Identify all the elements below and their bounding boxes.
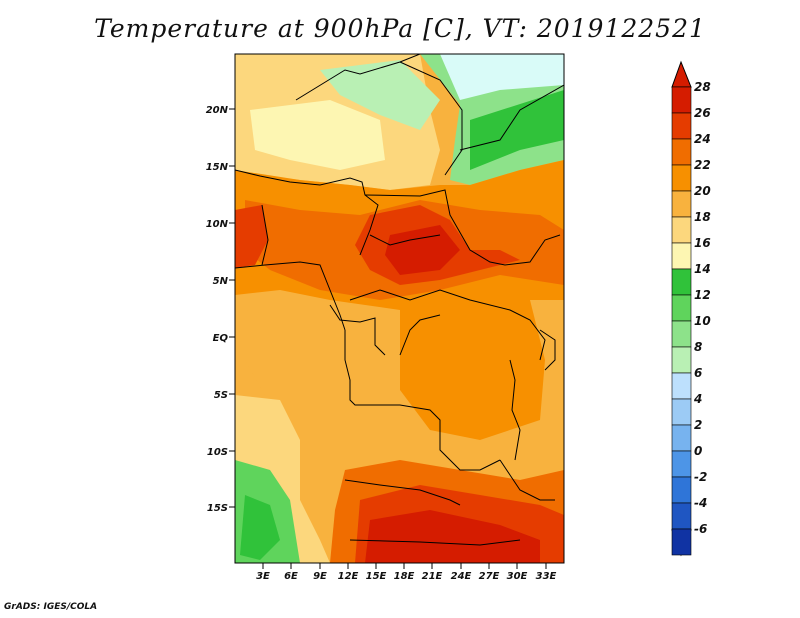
colorbar-label: 10 — [694, 314, 711, 328]
colorbar-segment — [671, 372, 692, 400]
colorbar-label: 26 — [694, 106, 711, 120]
colorbar-segment — [671, 528, 692, 556]
colorbar-label: 8 — [694, 340, 702, 354]
colorbar-label: 20 — [694, 184, 711, 198]
colorbar-label: 4 — [693, 392, 702, 406]
lat-label: 5N — [213, 276, 229, 287]
lon-label: 9E — [313, 571, 327, 582]
colorbar-segment — [671, 398, 692, 426]
colorbar-segment — [671, 346, 692, 374]
colorbar-segment — [671, 86, 692, 114]
lat-label: 5S — [214, 390, 228, 401]
colorbar-segment — [671, 112, 692, 140]
lat-label: 20N — [206, 105, 229, 116]
map-title: Temperature at 900hPa [C], VT: 201912252… — [94, 14, 706, 43]
colorbar-label: 2 — [694, 418, 702, 432]
lat-label: 15N — [206, 162, 229, 173]
colorbar: 28 26 24 22 20 18 16 14 12 10 8 6 4 2 0 … — [671, 60, 711, 557]
colorbar-label: 22 — [694, 158, 711, 172]
lon-label: 27E — [479, 571, 500, 582]
colorbar-segment — [671, 190, 692, 218]
grads-credit: GrADS: IGES/COLA — [4, 602, 98, 612]
lon-label: 24E — [451, 571, 472, 582]
lat-label: 10N — [206, 219, 229, 230]
colorbar-label: 14 — [694, 262, 711, 276]
colorbar-segment — [671, 268, 692, 296]
lat-axis: 20N 15N 10N 5N EQ 5S 10S 15S — [206, 105, 235, 514]
colorbar-label: -2 — [694, 470, 707, 484]
lat-label: 15S — [207, 503, 228, 514]
colorbar-segment — [671, 294, 692, 322]
colorbar-label: 18 — [694, 210, 711, 224]
colorbar-label: 0 — [694, 444, 702, 458]
lon-axis: 3E 6E 9E 12E 15E 18E 21E 24E 27E 30E 33E — [256, 563, 557, 582]
colorbar-segment — [671, 242, 692, 270]
colorbar-label: 12 — [694, 288, 711, 302]
lon-label: 6E — [284, 571, 298, 582]
colorbar-segment — [671, 164, 692, 192]
temperature-field — [235, 54, 564, 563]
lon-label: 3E — [256, 571, 270, 582]
lon-label: 15E — [366, 571, 387, 582]
lon-label: 21E — [422, 571, 443, 582]
lon-label: 33E — [536, 571, 557, 582]
map-frame — [234, 53, 565, 564]
colorbar-label: -6 — [694, 522, 707, 536]
colorbar-segment — [671, 216, 692, 244]
lat-label: 10S — [207, 447, 228, 458]
lat-label: EQ — [213, 333, 229, 344]
colorbar-label: 24 — [694, 132, 711, 146]
colorbar-label: 28 — [694, 80, 711, 94]
colorbar-segment — [671, 502, 692, 530]
country-borders — [235, 54, 564, 546]
colorbar-label: 6 — [694, 366, 702, 380]
colorbar-segment — [671, 424, 692, 452]
colorbar-label: 16 — [694, 236, 711, 250]
colorbar-segment — [671, 476, 692, 504]
colorbar-top-arrow — [671, 60, 692, 88]
lon-label: 30E — [507, 571, 528, 582]
lon-label: 18E — [394, 571, 415, 582]
colorbar-segment — [671, 138, 692, 166]
colorbar-label: -4 — [694, 496, 707, 510]
colorbar-segment — [671, 450, 692, 478]
lon-label: 12E — [338, 571, 359, 582]
colorbar-segment — [671, 320, 692, 348]
